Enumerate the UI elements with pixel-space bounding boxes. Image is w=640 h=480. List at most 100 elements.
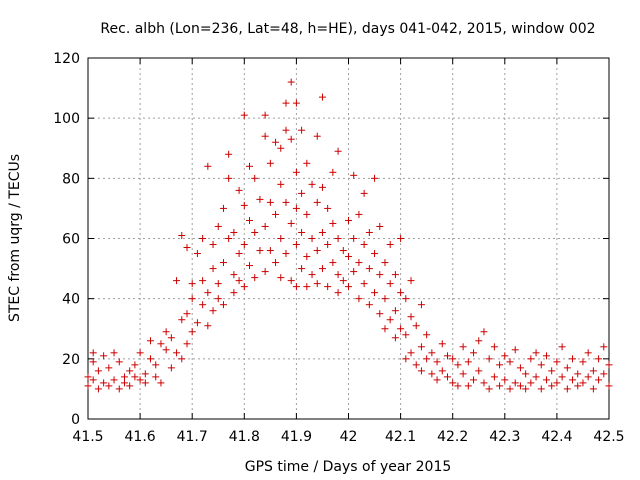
data-point [334,289,342,297]
data-point [287,135,295,143]
data-point [391,334,399,342]
data-point [506,385,514,393]
data-point [542,376,550,384]
data-point [407,313,415,321]
grid-lines [88,58,609,419]
data-point [100,379,108,387]
x-tick-label: 42.4 [541,429,572,445]
data-point [355,259,363,267]
data-point [167,334,175,342]
data-point [219,301,227,309]
data-point [433,376,441,384]
data-point [579,358,587,366]
data-point [423,355,431,363]
data-point [569,376,577,384]
x-tick-label: 42.1 [385,429,416,445]
data-point [433,358,441,366]
data-point [501,352,509,360]
x-tick-label: 42.3 [489,429,520,445]
data-point [402,295,410,303]
data-point [527,355,535,363]
data-point [324,283,332,291]
data-point [282,126,290,134]
data-point [548,367,556,375]
data-point [246,162,254,170]
data-point [240,283,248,291]
data-point [397,289,405,297]
data-point [272,259,280,267]
data-point [381,295,389,303]
data-point [251,274,259,282]
data-point [219,259,227,267]
data-point [496,382,504,390]
data-point [345,253,352,261]
data-point [438,367,446,375]
data-point [261,222,269,230]
data-point [178,231,186,239]
data-point [386,241,394,249]
data-point [516,364,524,372]
data-point [329,259,337,267]
data-point [464,382,472,390]
data-point [100,352,108,360]
data-point [152,373,160,381]
chart-title: Rec. albh (Lon=236, Lat=48, h=HE), days … [100,21,595,37]
data-point [240,241,248,249]
data-point [449,355,457,363]
data-point [496,361,504,369]
data-point [230,289,238,297]
data-point [292,283,300,291]
y-tick-label: 20 [62,352,80,368]
data-point [527,379,535,387]
data-point [219,204,227,212]
data-point [105,382,113,390]
data-point [147,337,155,345]
data-point [589,367,597,375]
data-point [522,385,530,393]
data-point [569,355,577,363]
data-point [584,349,592,357]
data-point [443,373,451,381]
data-point [94,367,102,375]
data-point [501,376,509,384]
data-point [204,322,212,330]
data-point [272,138,280,146]
data-point [334,271,342,279]
data-point [589,385,597,393]
data-point [298,228,306,236]
data-point [600,343,608,351]
data-point [600,370,608,378]
data-point [574,382,582,390]
data-point [381,259,389,267]
x-tick-label: 41.9 [281,429,312,445]
data-point [256,195,264,203]
data-point [183,244,191,252]
data-point [209,265,217,273]
data-point [595,355,603,363]
data-point [214,280,222,288]
y-tick-label: 120 [53,51,80,67]
data-point [188,295,196,303]
x-tick-label: 41.5 [72,429,103,445]
data-point [417,301,425,309]
data-point [412,361,420,369]
data-point [355,210,363,218]
data-point [251,228,259,236]
data-point [485,355,493,363]
data-point [188,328,196,336]
data-point [475,337,483,345]
data-point [214,295,222,303]
data-point [423,331,431,339]
data-point [417,343,425,351]
data-point [454,382,462,390]
data-point [386,280,394,288]
data-point [402,331,410,339]
data-point [318,265,326,273]
data-point [277,180,285,188]
data-point [537,385,545,393]
x-tick-label: 42 [340,429,358,445]
data-point [428,349,436,357]
y-tick-label: 60 [62,232,80,248]
data-point [277,235,285,242]
